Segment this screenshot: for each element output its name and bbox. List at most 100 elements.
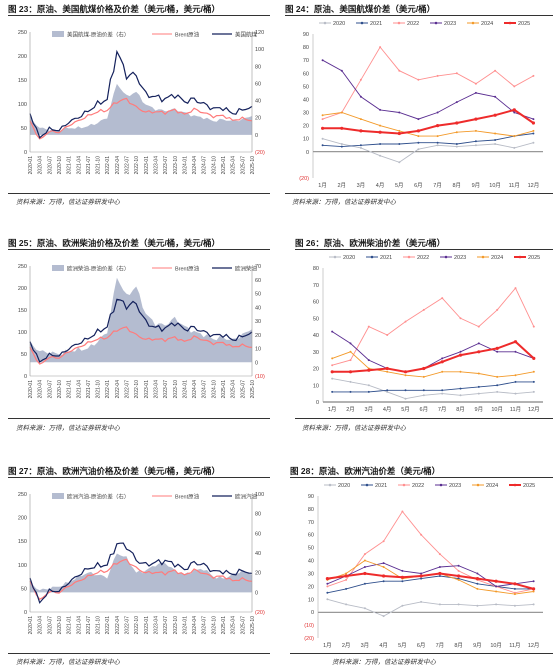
chart-26-point-2022-9	[496, 308, 499, 311]
chart-28-point-2024-2	[363, 559, 366, 562]
chart-26-point-2022-3	[386, 334, 389, 336]
chart-28-y-tick-6: 40	[308, 559, 314, 565]
chart-26-point-2020-10	[514, 392, 517, 395]
chart-24-point-2022-11	[532, 74, 535, 77]
chart-26-x-tick-11: 12月	[528, 406, 540, 413]
chart-24-legend-marker-2020	[323, 21, 327, 25]
chart-25-x-tick-10: 2022-07	[125, 380, 131, 399]
chart-26-point-2021-6	[441, 389, 444, 392]
chart-24-point-2020-1	[340, 143, 343, 145]
chart-23-x-tick-21: 2025-04	[231, 156, 237, 175]
chart-26-y-tick-5: 50	[313, 316, 319, 322]
chart-23-yleft-tick-0: 0	[24, 150, 27, 156]
chart-24-point-2022-7	[455, 72, 458, 75]
chart-26-legend-marker-2021	[370, 255, 374, 259]
chart-27-x-tick-9: 2022-04	[115, 616, 121, 635]
chart-26-y-tick-0: 0	[316, 400, 319, 406]
chart-25-yleft-tick-1: 50	[21, 352, 27, 358]
chart-26-point-2024-4	[404, 374, 407, 377]
chart-24-point-2021-0	[321, 144, 324, 147]
chart-24-x-tick-0: 1月	[318, 182, 327, 189]
chart-28-y-tick-1: (10)	[304, 623, 314, 629]
panel-23-source: 资料来源：万得，信达证券研发中心	[16, 199, 120, 206]
chart-24-legend-2023: 2023	[444, 21, 456, 27]
chart-26-point-2024-0	[331, 357, 334, 360]
chart-28-x-tick-10: 11月	[509, 642, 520, 649]
chart-27-yright-tick-6: 100	[255, 492, 264, 498]
chart-26-point-2022-2	[367, 325, 370, 328]
chart-23-x-tick-16: 2024-01	[182, 156, 188, 175]
chart-27-yright-tick-5: 80	[255, 512, 261, 518]
chart-25-x-tick-5: 2021-04	[76, 380, 82, 399]
chart-28-point-2024-10	[513, 593, 516, 596]
chart-23-yleft-tick-1: 50	[21, 126, 27, 132]
panel-27-source-rule	[8, 653, 270, 654]
chart-26-point-2020-3	[386, 390, 389, 393]
chart-28-point-2022-1	[345, 578, 348, 581]
chart-23-yright-tick-7: 120	[255, 30, 264, 36]
chart-25-x-tick-1: 2020-04	[38, 380, 44, 399]
chart-24-x-tick-2: 3月	[357, 182, 366, 189]
chart-23-x-tick-19: 2024-10	[211, 156, 217, 175]
chart-25-yleft-tick-0: 0	[24, 374, 27, 380]
chart-26-x-tick-7: 8月	[456, 406, 465, 413]
chart-26-point-2024-3	[386, 370, 389, 373]
chart-24-point-2021-2	[359, 144, 362, 147]
chart-28-point-2025-5	[419, 574, 423, 578]
chart-25-x-tick-14: 2023-07	[163, 380, 169, 399]
chart-23-legend-product: 美国航煤	[235, 31, 258, 39]
chart-24-point-2023-4	[398, 111, 401, 114]
chart-25-x-tick-19: 2024-10	[211, 380, 217, 399]
chart-28-point-2025-3	[382, 574, 386, 578]
chart-26-point-2025-10	[513, 340, 518, 344]
chart-24-legend-marker-2021	[360, 21, 364, 25]
chart-24-legend-marker-2022	[397, 21, 401, 25]
chart-24-point-2024-5	[417, 135, 420, 138]
chart-24-point-2025-3	[378, 130, 382, 134]
chart-28-x-tick-4: 5月	[398, 642, 407, 649]
chart-28-legend-2022: 2022	[412, 483, 424, 489]
chart-24-y-tick-4: 30	[303, 111, 309, 117]
chart-26-y-tick-8: 80	[313, 266, 319, 272]
chart-27-x-tick-23: 2025-10	[250, 616, 256, 635]
chart-28-point-2023-6	[438, 566, 441, 568]
chart-25-x-tick-18: 2024-07	[202, 380, 208, 399]
chart-24-legend-marker-2025	[508, 21, 512, 25]
chart-23-x-tick-14: 2023-07	[163, 156, 169, 175]
chart-24-x-tick-6: 7月	[433, 182, 442, 189]
chart-26-point-2021-10	[514, 380, 517, 383]
chart-25-x-tick-17: 2024-04	[192, 380, 198, 399]
chart-27-x-tick-2: 2020-07	[47, 616, 53, 635]
chart-25-yright-tick-0: (10)	[255, 374, 265, 380]
chart-26-point-2020-7	[459, 394, 462, 397]
panel-27-title: 图 27：原油、欧洲汽油价格及价差（美元/桶，美元/桶）	[8, 466, 221, 476]
chart-28-x-tick-5: 6月	[417, 642, 426, 649]
chart-24-y-tick-10: 90	[303, 32, 309, 38]
chart-25-yright-tick-7: 60	[255, 278, 261, 284]
chart-26-x-tick-10: 11月	[510, 406, 521, 413]
chart-28-legend-marker-2023	[439, 483, 443, 487]
chart-28-x-tick-7: 8月	[454, 642, 463, 649]
chart-26-legend-2025: 2025	[528, 255, 540, 261]
chart-25-legend-product: 欧洲柴油	[235, 265, 258, 273]
chart-25-yleft-tick-3: 150	[18, 308, 27, 314]
chart-28-legend-2020: 2020	[338, 483, 350, 489]
chart-28-point-2025-8	[475, 577, 479, 581]
chart-24-point-2023-7	[455, 101, 458, 104]
chart-26-legend-2023: 2023	[454, 255, 466, 261]
chart-28-point-2020-5	[420, 600, 423, 603]
chart-26-point-2025-4	[403, 370, 408, 374]
chart-26-legend-marker-2020	[333, 255, 337, 259]
chart-23-x-tick-3: 2020-10	[57, 156, 63, 175]
chart-23-x-tick-18: 2024-07	[202, 156, 208, 175]
chart-28-svg: (20) (10) 0 10 20 30 40 50 60 70 80 90 1月 2月 3月 4月 5月 6月 7…	[304, 483, 543, 649]
chart-24-point-2025-0	[321, 126, 325, 130]
chart-25-x-tick-20: 2025-01	[221, 380, 227, 399]
chart-27-x-tick-16: 2024-01	[182, 616, 188, 635]
chart-26-point-2021-3	[386, 389, 389, 392]
chart-28-point-2021-8	[476, 582, 479, 585]
chart-25-x-tick-13: 2023-04	[153, 380, 159, 399]
chart-28-point-2024-9	[495, 590, 498, 593]
chart-23-x-tick-9: 2022-04	[115, 156, 121, 175]
chart-26-x-tick-2: 3月	[365, 406, 374, 413]
